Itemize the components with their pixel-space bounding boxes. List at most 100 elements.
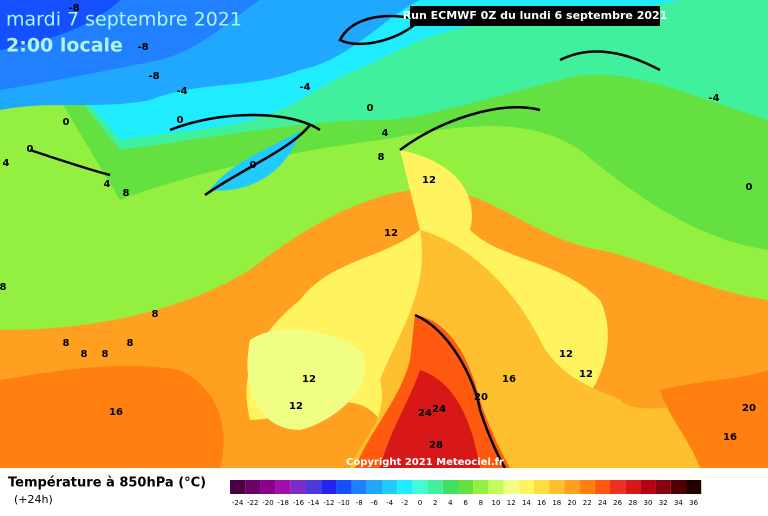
colorbar-label: 10	[492, 499, 501, 507]
colorbar-label: -22	[247, 499, 258, 507]
colorbar-label: 32	[659, 499, 668, 507]
colorbar-swatch	[336, 480, 352, 494]
contour-label: 8	[81, 349, 88, 360]
colorbar-swatch	[427, 480, 443, 494]
contour-label: -4	[176, 86, 187, 97]
colorbar-label: 4	[448, 499, 453, 507]
colorbar-swatch	[594, 480, 610, 494]
colorbar-swatch	[230, 480, 246, 494]
colorbar-label: 12	[507, 499, 516, 507]
colorbar-label: 36	[689, 499, 698, 507]
colorbar-swatch	[640, 480, 656, 494]
legend-title: Température à 850hPa (°C)	[8, 476, 206, 491]
map-date: mardi 7 septembre 2021	[6, 9, 242, 31]
run-label: Run ECMWF 0Z du lundi 6 septembre 2021	[403, 9, 668, 22]
run-label-box	[410, 6, 660, 26]
contour-label: 0	[746, 182, 753, 193]
colorbar-label: -18	[277, 499, 288, 507]
contour-label: -4	[708, 93, 719, 104]
colorbar-label: -6	[371, 499, 379, 507]
contour-label: 8	[0, 282, 7, 293]
colorbar-swatch	[610, 480, 626, 494]
colorbar-label: -2	[401, 499, 408, 507]
contour-label: 0	[27, 144, 34, 155]
colorbar-label: 14	[522, 499, 531, 507]
colorbar-swatch	[564, 480, 580, 494]
colorbar-swatch	[670, 480, 686, 494]
contour-label: 12	[289, 401, 303, 412]
contour-label: -4	[299, 82, 310, 93]
contour-label: 12	[579, 369, 593, 380]
legend-subtitle: (+24h)	[14, 493, 53, 506]
contour-label: 28	[429, 440, 443, 451]
colorbar-swatch	[579, 480, 595, 494]
contour-label: 24	[418, 408, 432, 419]
colorbar-swatch	[549, 480, 565, 494]
colorbar-label: -4	[386, 499, 394, 507]
colorbar-swatch	[260, 480, 276, 494]
contour-label: 0	[63, 117, 70, 128]
colorbar-swatch	[351, 480, 367, 494]
colorbar-swatch	[306, 480, 322, 494]
contour-label: 12	[559, 349, 573, 360]
colorbar-label: 18	[552, 499, 561, 507]
contour-label: 16	[502, 374, 516, 385]
colorbar-label: -14	[308, 499, 320, 507]
contour-label: 0	[250, 160, 257, 171]
contour-label: 0	[177, 115, 184, 126]
contour-label: 0	[367, 103, 374, 114]
colorbar-label: -16	[293, 499, 305, 507]
colorbar-label: 8	[479, 499, 483, 507]
contour-label: -8	[148, 71, 159, 82]
colorbar-swatch	[412, 480, 428, 494]
colorbar-swatch	[473, 480, 489, 494]
contour-label: 4	[104, 179, 111, 190]
contour-label: 12	[422, 175, 436, 186]
colorbar-label: 16	[537, 499, 546, 507]
colorbar-label: -8	[356, 499, 363, 507]
contour-label: 4	[3, 158, 10, 169]
colorbar-label: 6	[463, 499, 468, 507]
map-field	[0, 0, 768, 469]
contour-label: 8	[63, 338, 70, 349]
colorbar-swatch	[625, 480, 641, 494]
colorbar-swatch	[534, 480, 550, 494]
colorbar-swatch	[686, 480, 702, 494]
map-time: 2:00 locale	[6, 35, 123, 57]
contour-label: 8	[378, 152, 385, 163]
colorbar-swatch	[397, 480, 413, 494]
colorbar-swatch	[290, 480, 306, 494]
contour-label: 16	[109, 407, 123, 418]
colorbar-swatch	[366, 480, 382, 494]
colorbar-label: -10	[338, 499, 349, 507]
colorbar-label: 0	[418, 499, 422, 507]
contour-label: 12	[384, 228, 398, 239]
contour-label: 20	[474, 392, 488, 403]
contour-label: -8	[137, 42, 148, 53]
colorbar-swatch	[488, 480, 504, 494]
colorbar-label: -24	[232, 499, 244, 507]
colorbar-label: 2	[433, 499, 437, 507]
colorbar-label: 28	[628, 499, 637, 507]
colorbar-swatch	[503, 480, 519, 494]
colorbar-label: -12	[323, 499, 334, 507]
colorbar-swatch	[275, 480, 291, 494]
contour-label: 8	[102, 349, 109, 360]
colorbar-swatch	[518, 480, 534, 494]
contour-label: 20	[742, 403, 756, 414]
colorbar-swatch	[382, 480, 398, 494]
contour-label: 8	[152, 309, 159, 320]
colorbar-label: 26	[613, 499, 622, 507]
contour-label: 4	[382, 128, 389, 139]
colorbar-label: 30	[644, 499, 653, 507]
colorbar-label: -20	[262, 499, 273, 507]
contour-label: 12	[302, 374, 316, 385]
colorbar-swatch	[655, 480, 671, 494]
contour-label: 8	[127, 338, 134, 349]
contour-label: -8	[68, 3, 79, 14]
contour-label: 24	[432, 404, 446, 415]
colorbar-swatch	[245, 480, 261, 494]
copyright: Copyright 2021 Meteociel.fr	[346, 457, 504, 468]
contour-label: 16	[723, 432, 737, 443]
